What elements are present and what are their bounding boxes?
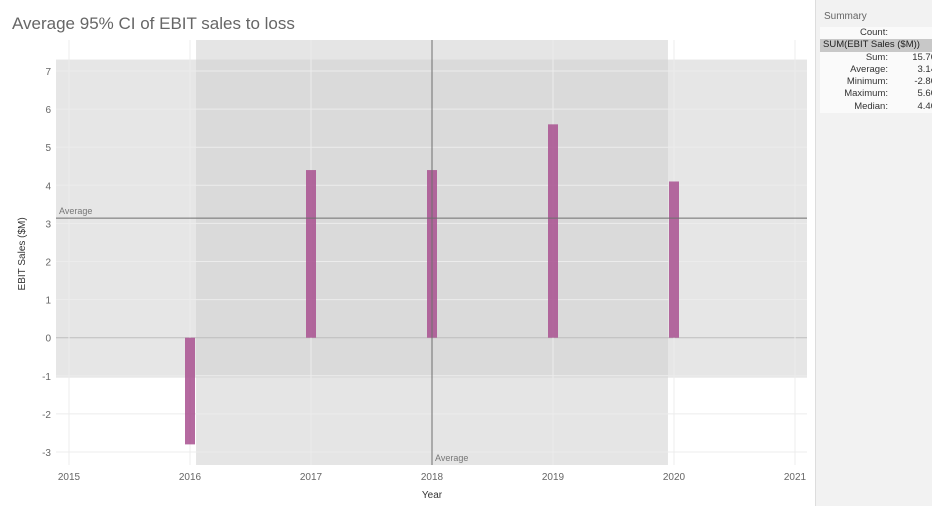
bar-2017 (306, 170, 316, 338)
summary-row-maximum: Maximum: 5.60 (820, 88, 932, 100)
summary-row-label: Average: (850, 63, 888, 75)
x-tick-label: 2019 (542, 472, 565, 483)
summary-row-label: Maximum: (844, 88, 888, 100)
summary-row-label: Sum: (865, 51, 888, 63)
summary-row-sum: Sum: 15.70 (820, 52, 932, 64)
y-tick-label: 1 (45, 296, 51, 307)
summary-count-label: Count: (860, 27, 888, 38)
x-tick-label: 2021 (784, 472, 807, 483)
x-axis-title: Year (422, 490, 443, 501)
y-tick-label: 0 (45, 334, 51, 345)
summary-row-average: Average: 3.14 (820, 64, 932, 76)
summary-measure-label: SUM(EBIT Sales ($M)) (820, 39, 932, 52)
y-tick-label: 7 (45, 67, 51, 78)
x-tick-label: 2016 (179, 472, 202, 483)
y-tick-label: 6 (45, 105, 51, 116)
summary-panel: Summary Count: SUM(EBIT Sales ($M)) Sum:… (815, 0, 932, 506)
y-tick-label: 2 (45, 258, 51, 269)
chart-area: Average Average -3 -2 -1 0 1 2 3 4 5 6 7 2015 2016 2017… (17, 40, 807, 501)
summary-count-row: Count: (820, 27, 932, 39)
y-tick-label: 5 (45, 143, 51, 154)
summary-row-value: 15.70 (912, 51, 932, 63)
chart-svg: Average Average -3 -2 -1 0 1 2 3 4 5 6 7 2015 2016 2017… (17, 40, 807, 501)
x-average-label: Average (435, 453, 468, 463)
chart-title: Average 95% CI of EBIT sales to loss (12, 14, 295, 33)
y-tick-label: 4 (45, 181, 51, 192)
x-tick-label: 2015 (58, 472, 81, 483)
summary-table: Count: SUM(EBIT Sales ($M)) Sum: 15.70 A… (820, 27, 932, 114)
summary-row-label: Median: (854, 100, 888, 112)
bar-2019 (548, 124, 558, 338)
summary-row-value: -2.80 (914, 76, 932, 88)
summary-row-value: 5.60 (917, 88, 932, 100)
y-average-label: Average (59, 206, 92, 216)
x-tick-label: 2017 (300, 472, 323, 483)
summary-count-value (894, 27, 932, 39)
summary-title: Summary (824, 11, 867, 22)
summary-row-median: Median: 4.40 (820, 101, 932, 113)
x-tick-label: 2020 (663, 472, 686, 483)
y-tick-label: 3 (45, 219, 51, 230)
bar-2020 (669, 181, 679, 338)
summary-row-value: 3.14 (917, 63, 932, 75)
summary-row-value: 4.40 (917, 100, 932, 112)
y-axis-title: EBIT Sales ($M) (17, 217, 28, 290)
y-tick-label: -3 (42, 448, 51, 459)
y-tick-label: -2 (42, 410, 51, 421)
summary-row-label: Minimum: (846, 76, 888, 88)
summary-row-minimum: Minimum: -2.80 (820, 76, 932, 88)
x-tick-label: 2018 (421, 472, 444, 483)
y-tick-label: -1 (42, 372, 51, 383)
bar-2016 (185, 337, 195, 445)
